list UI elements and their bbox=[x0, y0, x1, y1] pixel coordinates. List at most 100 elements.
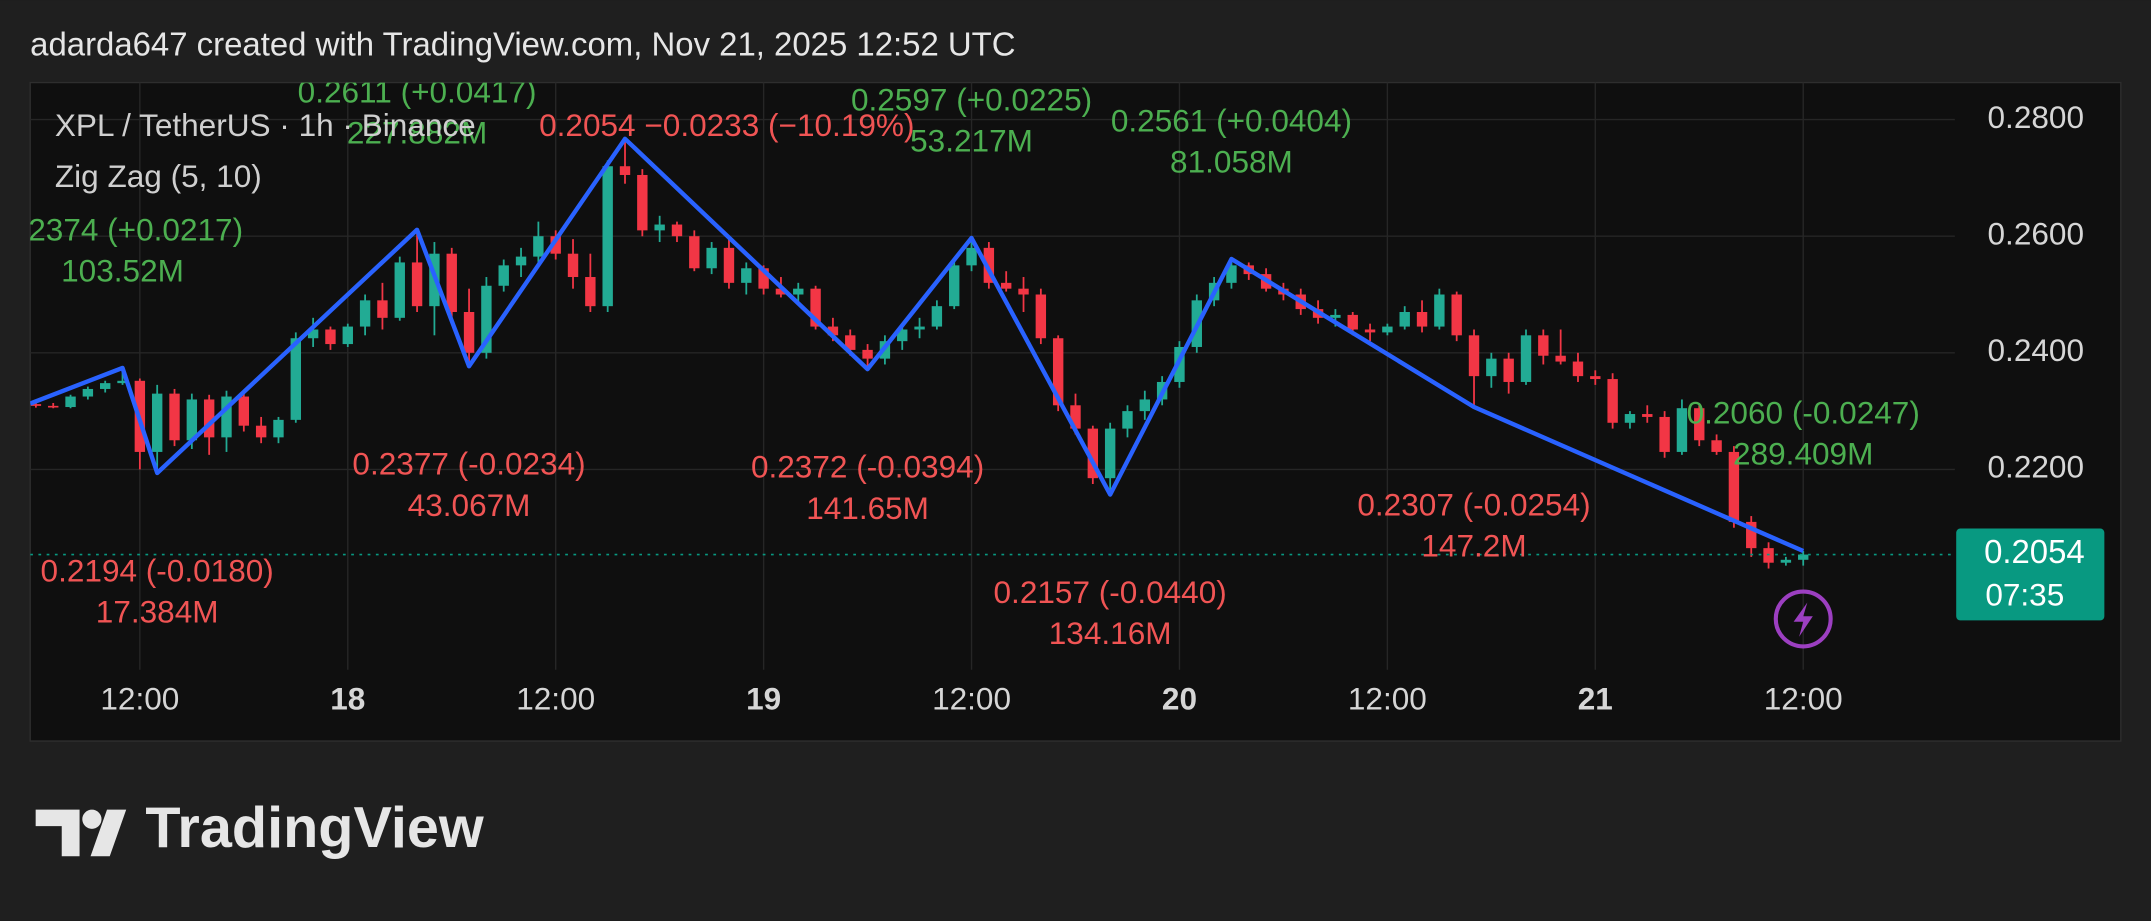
logo-mark bbox=[82, 809, 102, 829]
candle-body bbox=[446, 253, 457, 312]
candle-body bbox=[1104, 428, 1116, 479]
candle-body bbox=[186, 399, 198, 441]
x-tick-label: 12:00 bbox=[932, 681, 1011, 717]
pivot-volume: 17.384M bbox=[96, 594, 219, 630]
candle-body bbox=[515, 256, 527, 266]
candle-body bbox=[1520, 335, 1532, 382]
candle-body bbox=[290, 338, 301, 420]
logo-mark bbox=[90, 809, 127, 857]
candle-body bbox=[949, 265, 960, 307]
x-tick-label: 12:00 bbox=[100, 681, 179, 717]
candle-body bbox=[1347, 314, 1358, 330]
zigzag-line bbox=[30, 136, 1805, 554]
alert-icon bbox=[1793, 602, 1813, 637]
x-tick-label: 19 bbox=[746, 681, 781, 717]
pivot-volume: 289.409M bbox=[1733, 436, 1873, 472]
pivot-volume: 147.2M bbox=[1421, 528, 1526, 564]
candle-body bbox=[931, 306, 943, 327]
candle-body bbox=[411, 262, 423, 307]
candle-body bbox=[602, 166, 613, 307]
candle-body bbox=[1416, 311, 1428, 327]
candle-body bbox=[706, 247, 717, 269]
y-tick-label: 0.2200 bbox=[1988, 449, 2085, 485]
pivot-label: 0.2372 (-0.0394) bbox=[751, 449, 984, 485]
plot-area bbox=[30, 136, 1955, 569]
candle-body bbox=[1451, 294, 1462, 336]
candle-body bbox=[307, 329, 319, 339]
candle-body bbox=[1070, 405, 1081, 429]
pivot-label: 0.2157 (-0.0440) bbox=[994, 574, 1227, 610]
candle-body bbox=[914, 326, 925, 330]
x-tick-label: 12:00 bbox=[1764, 681, 1843, 717]
pivot-label: 0.2561 (+0.0404) bbox=[1111, 102, 1352, 138]
brand: TradingView bbox=[145, 796, 483, 860]
y-tick-label: 0.2400 bbox=[1988, 332, 2085, 368]
x-tick-label: 18 bbox=[330, 681, 365, 717]
x-tick-label: 12:00 bbox=[516, 681, 595, 717]
pivot-label: 0.2374 (+0.0217) bbox=[2, 211, 243, 247]
candle-body bbox=[255, 425, 267, 438]
alert-icon bbox=[1773, 589, 1833, 649]
candle-body bbox=[48, 405, 59, 408]
candle-body bbox=[550, 236, 561, 254]
candle-body bbox=[1035, 294, 1047, 339]
candle-body bbox=[65, 396, 76, 408]
candle-body bbox=[481, 285, 492, 353]
candle-body bbox=[810, 288, 821, 327]
candle-body bbox=[1728, 451, 1740, 522]
pivot-label: 0.2611 (+0.0417) bbox=[298, 73, 537, 109]
candle-body bbox=[1364, 329, 1376, 333]
candle-body bbox=[117, 380, 128, 384]
price-change: 0.2054 −0.0233 (−10.19%) bbox=[539, 107, 914, 143]
pivot-volume: 43.067M bbox=[408, 487, 531, 523]
grid bbox=[30, 82, 1955, 670]
candle-body bbox=[394, 262, 405, 318]
candle-body bbox=[637, 174, 648, 231]
candle-body bbox=[203, 399, 215, 438]
candle-body bbox=[671, 224, 683, 237]
candle-body bbox=[983, 247, 995, 283]
candle-body bbox=[1000, 282, 1012, 289]
pivot-volume: 141.65M bbox=[806, 490, 929, 526]
candle-body bbox=[1087, 428, 1099, 479]
annotations: 0.2374 (+0.0217) 103.52M 0.2194 (-0.0180) 1… bbox=[2, 73, 1920, 652]
pivot-label: 0.2060 (-0.0247) bbox=[1687, 395, 1920, 431]
candle-body bbox=[845, 335, 856, 350]
candle-body bbox=[1711, 440, 1722, 452]
candle-body bbox=[793, 288, 804, 295]
candle-body bbox=[966, 247, 977, 266]
candle-body bbox=[1122, 411, 1133, 429]
candle-body bbox=[1468, 335, 1480, 377]
candle-body bbox=[1572, 361, 1584, 377]
candle-body bbox=[827, 326, 839, 336]
candle-body bbox=[342, 326, 353, 345]
candle-body bbox=[273, 419, 284, 438]
candle-body bbox=[82, 388, 94, 397]
x-tick-label: 20 bbox=[1162, 681, 1197, 717]
pivot-volume: 227.882M bbox=[347, 114, 487, 150]
candle-body bbox=[1434, 294, 1445, 327]
candle-body bbox=[1780, 559, 1792, 563]
pivot-volume: 81.058M bbox=[1170, 144, 1293, 180]
pivot-volume: 53.217M bbox=[910, 123, 1033, 159]
candle-body bbox=[1676, 408, 1688, 452]
candle-body bbox=[359, 300, 371, 327]
price-tag bbox=[1956, 528, 2105, 621]
candle-body bbox=[897, 329, 908, 342]
candle-body bbox=[1330, 314, 1341, 318]
candle-body bbox=[169, 393, 180, 441]
candle-body bbox=[1694, 408, 1705, 441]
candle-body bbox=[654, 224, 665, 231]
y-tick-label: 0.2800 bbox=[1988, 99, 2085, 135]
candle-body bbox=[1538, 335, 1549, 356]
candle-body bbox=[1624, 414, 1636, 423]
candle-body bbox=[585, 277, 596, 307]
candle-body bbox=[741, 268, 752, 283]
pivot-volume: 134.16M bbox=[1049, 615, 1172, 651]
y-tick-label: 0.2600 bbox=[1988, 216, 2085, 252]
logo: TradingView bbox=[35, 796, 484, 860]
pivot-label: 0.2597 (+0.0225) bbox=[851, 81, 1092, 117]
candle-body bbox=[862, 349, 873, 359]
candle-body bbox=[775, 288, 787, 295]
